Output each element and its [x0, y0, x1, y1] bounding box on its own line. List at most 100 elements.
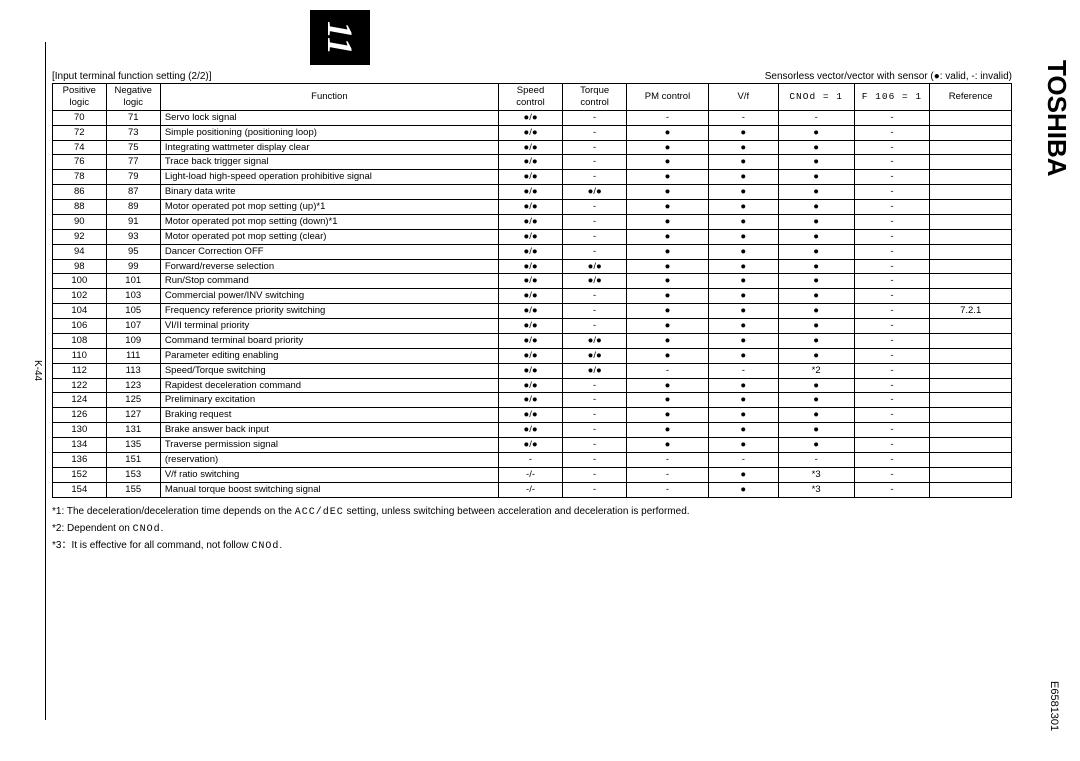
cell-ref	[930, 363, 1012, 378]
cell-c1: ●	[778, 319, 854, 334]
cell-fn: Traverse permission signal	[160, 438, 498, 453]
cell-sc: ●/●	[498, 333, 562, 348]
cell-c1: ●	[778, 200, 854, 215]
cell-fn: Motor operated pot mop setting (clear)	[160, 229, 498, 244]
cell-c2: -	[854, 244, 930, 259]
cell-ref	[930, 214, 1012, 229]
cell-vf: ●	[708, 408, 778, 423]
cell-ref: 7.2.1	[930, 304, 1012, 319]
cell-ref	[930, 423, 1012, 438]
cell-sc: ●/●	[498, 214, 562, 229]
content-area: [Input terminal function setting (2/2)] …	[52, 71, 1012, 555]
col-f106: F 106 = 1	[854, 84, 930, 111]
cell-pos: 74	[53, 140, 107, 155]
cell-vf: ●	[708, 229, 778, 244]
cell-pm: ●	[627, 259, 709, 274]
cell-c2: -	[854, 423, 930, 438]
cell-pm: ●	[627, 155, 709, 170]
cell-vf: ●	[708, 200, 778, 215]
cell-sc: -/-	[498, 482, 562, 497]
cell-tc: -	[563, 438, 627, 453]
cell-neg: 75	[106, 140, 160, 155]
cell-pm: ●	[627, 348, 709, 363]
cell-neg: 131	[106, 423, 160, 438]
cell-pos: 108	[53, 333, 107, 348]
cell-vf: ●	[708, 289, 778, 304]
cell-neg: 77	[106, 155, 160, 170]
cell-c2: -	[854, 393, 930, 408]
cell-c2: -	[854, 140, 930, 155]
cell-fn: VI/II terminal priority	[160, 319, 498, 334]
cell-sc: ●/●	[498, 185, 562, 200]
table-row: 7071Servo lock signal●/●-----	[53, 110, 1012, 125]
col-tc: Torque control	[563, 84, 627, 111]
cell-pm: ●	[627, 378, 709, 393]
cell-c2: -	[854, 170, 930, 185]
cell-c1: -	[778, 452, 854, 467]
cell-ref	[930, 185, 1012, 200]
cell-neg: 151	[106, 452, 160, 467]
cell-vf: ●	[708, 393, 778, 408]
note-2: *2: Dependent on CNOd.	[52, 521, 1012, 538]
cell-tc: ●/●	[563, 274, 627, 289]
cell-tc: ●/●	[563, 333, 627, 348]
cell-vf: -	[708, 363, 778, 378]
cell-c2: -	[854, 214, 930, 229]
cell-pos: 72	[53, 125, 107, 140]
cell-sc: ●/●	[498, 289, 562, 304]
cell-pos: 88	[53, 200, 107, 215]
cell-fn: Forward/reverse selection	[160, 259, 498, 274]
cell-pos: 126	[53, 408, 107, 423]
cell-c2: -	[854, 185, 930, 200]
cell-pos: 102	[53, 289, 107, 304]
table-row: 104105Frequency reference priority switc…	[53, 304, 1012, 319]
cell-ref	[930, 110, 1012, 125]
cell-c2: -	[854, 289, 930, 304]
cell-tc: -	[563, 155, 627, 170]
cell-sc: ●/●	[498, 200, 562, 215]
table-row: 126127Braking request●/●-●●●-	[53, 408, 1012, 423]
cell-c1: ●	[778, 125, 854, 140]
cell-fn: Rapidest deceleration command	[160, 378, 498, 393]
cell-ref	[930, 274, 1012, 289]
cell-tc: -	[563, 452, 627, 467]
cell-tc: -	[563, 408, 627, 423]
cell-neg: 95	[106, 244, 160, 259]
cell-fn: Frequency reference priority switching	[160, 304, 498, 319]
cell-pm: ●	[627, 319, 709, 334]
cell-neg: 107	[106, 319, 160, 334]
cell-pos: 130	[53, 423, 107, 438]
table-title: [Input terminal function setting (2/2)]	[52, 71, 212, 82]
cell-fn: Binary data write	[160, 185, 498, 200]
cell-c1: *3	[778, 482, 854, 497]
cell-vf: ●	[708, 244, 778, 259]
col-pm: PM control	[627, 84, 709, 111]
cell-pm: ●	[627, 408, 709, 423]
table-row: 134135Traverse permission signal●/●-●●●-	[53, 438, 1012, 453]
cell-fn: Command terminal board priority	[160, 333, 498, 348]
cell-pm: ●	[627, 274, 709, 289]
cell-ref	[930, 229, 1012, 244]
cell-fn: Simple positioning (positioning loop)	[160, 125, 498, 140]
cell-tc: ●/●	[563, 348, 627, 363]
table-row: 108109Command terminal board priority●/●…	[53, 333, 1012, 348]
cell-c2: -	[854, 408, 930, 423]
cell-vf: ●	[708, 304, 778, 319]
cell-pos: 134	[53, 438, 107, 453]
cell-fn: Run/Stop command	[160, 274, 498, 289]
cell-pm: ●	[627, 393, 709, 408]
cell-vf: ●	[708, 319, 778, 334]
cell-c1: ●	[778, 333, 854, 348]
cell-c1: ●	[778, 185, 854, 200]
col-sc: Speed control	[498, 84, 562, 111]
cell-fn: Preliminary excitation	[160, 393, 498, 408]
cell-neg: 155	[106, 482, 160, 497]
cell-neg: 123	[106, 378, 160, 393]
cell-vf: ●	[708, 348, 778, 363]
cell-c1: ●	[778, 214, 854, 229]
cell-pos: 98	[53, 259, 107, 274]
cell-vf: -	[708, 110, 778, 125]
cell-vf: ●	[708, 274, 778, 289]
cell-ref	[930, 408, 1012, 423]
cell-sc: ●/●	[498, 244, 562, 259]
